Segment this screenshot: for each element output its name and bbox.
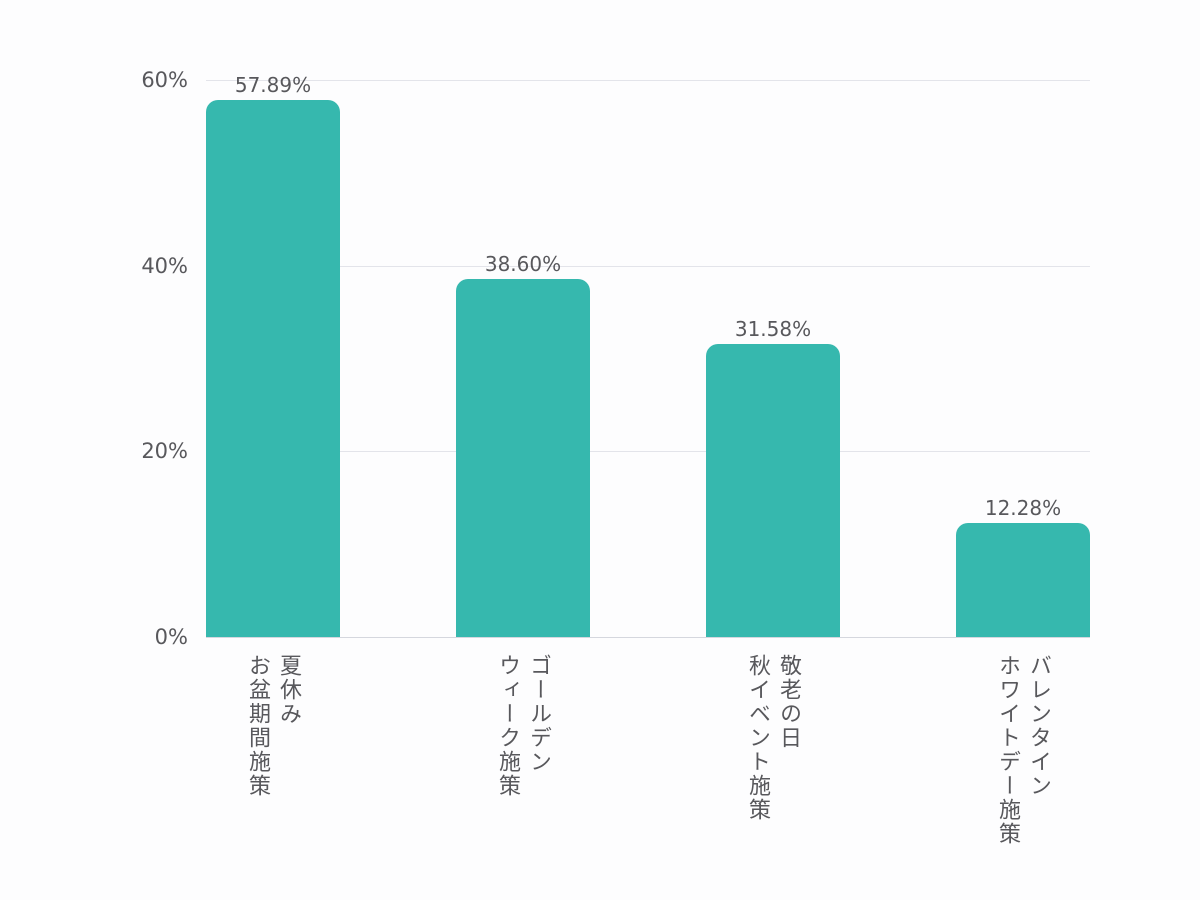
bar xyxy=(456,279,590,637)
category-text: バレンタイン ホワイトデー施策 xyxy=(995,654,1051,846)
gridline xyxy=(206,80,1090,81)
bar xyxy=(206,100,340,637)
bar xyxy=(706,344,840,637)
bar xyxy=(956,523,1090,637)
x-category-label: ゴールデン ウィーク施策 xyxy=(456,654,590,798)
category-text: 敬老の日 秋イベント施策 xyxy=(745,654,801,822)
x-category-label: 夏休み お盆期間施策 xyxy=(206,654,340,798)
y-tick-label: 0% xyxy=(154,625,188,649)
y-tick-label: 20% xyxy=(141,439,188,463)
x-category-label: 敬老の日 秋イベント施策 xyxy=(706,654,840,822)
bar-value-label: 38.60% xyxy=(484,252,562,276)
x-category-label: バレンタイン ホワイトデー施策 xyxy=(956,654,1090,846)
bar-value-label: 31.58% xyxy=(734,317,812,341)
x-axis-line xyxy=(206,637,1090,638)
gridline xyxy=(206,266,1090,267)
bar-value-label: 12.28% xyxy=(984,496,1062,520)
gridline xyxy=(206,451,1090,452)
y-tick-label: 40% xyxy=(141,254,188,278)
y-tick-label: 60% xyxy=(141,68,188,92)
category-text: 夏休み お盆期間施策 xyxy=(245,654,301,798)
bar-value-label: 57.89% xyxy=(234,73,312,97)
category-text: ゴールデン ウィーク施策 xyxy=(495,654,551,798)
